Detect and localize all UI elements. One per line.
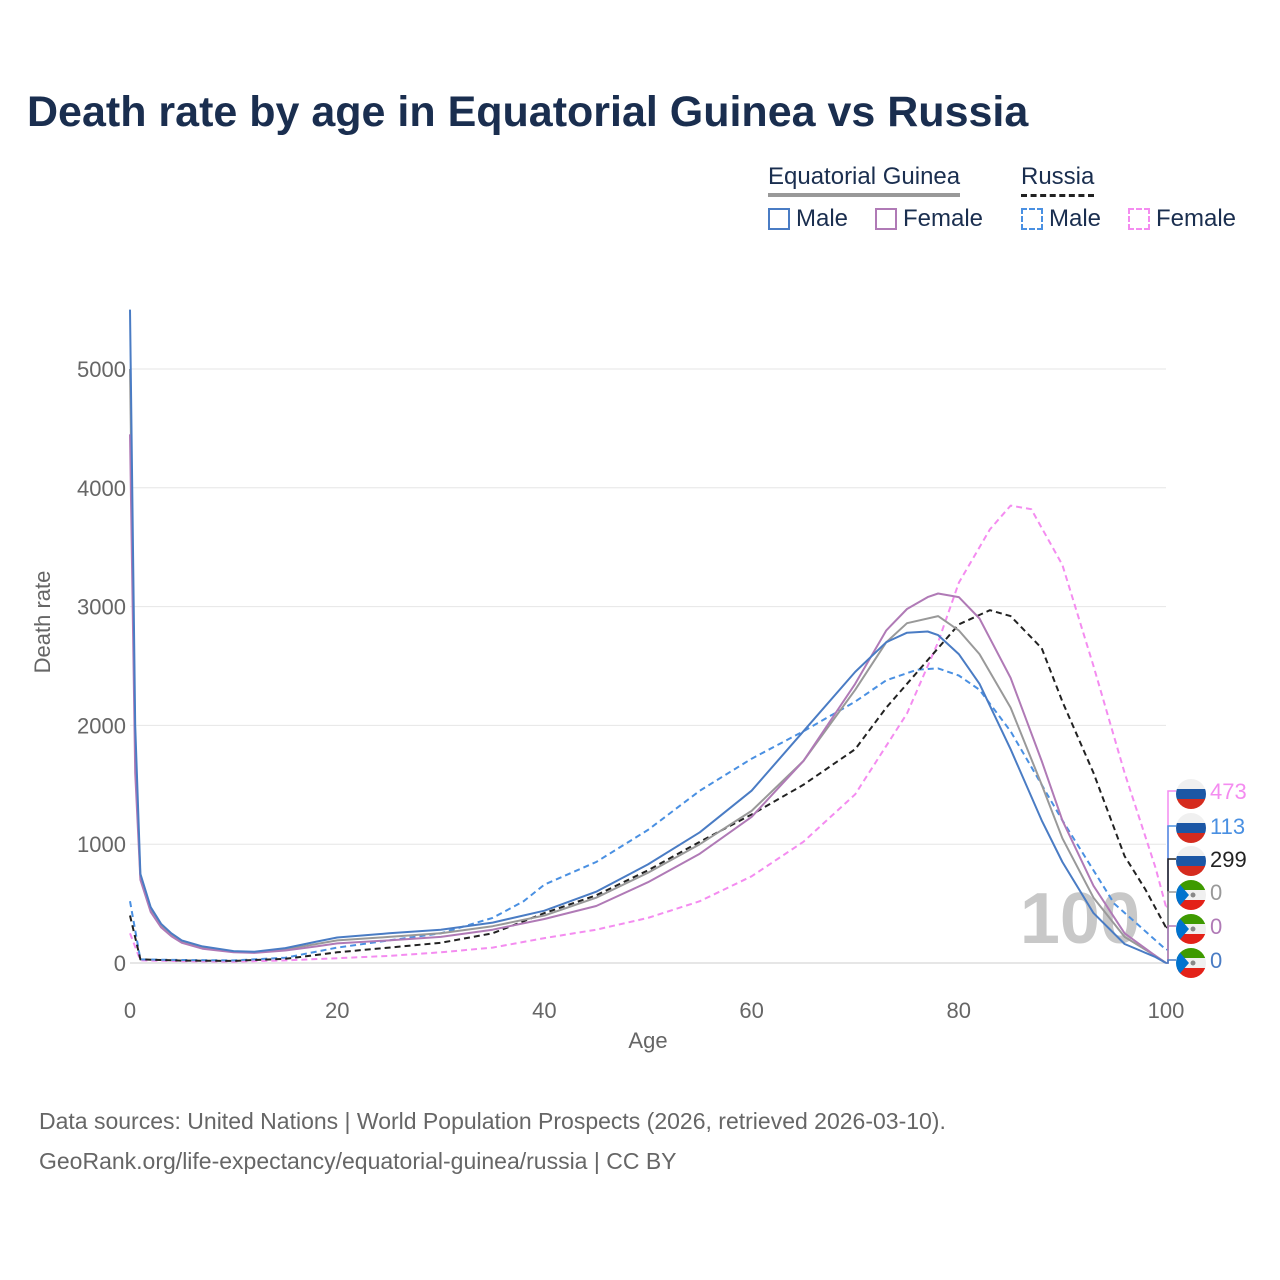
legend-group-line <box>768 193 961 197</box>
chart-title: Death rate by age in Equatorial Guinea v… <box>27 88 1029 136</box>
end-value-label: 0 <box>1210 880 1222 905</box>
x-tick-label: 20 <box>325 998 349 1023</box>
series-line-equatorial-guinea-male <box>129 309 1167 964</box>
y-tick-label: 3000 <box>77 595 126 620</box>
x-tick-label: 100 <box>1148 998 1185 1023</box>
source-line-1: Data sources: United Nations | World Pop… <box>39 1108 946 1134</box>
series-line-russia-female <box>129 504 1167 963</box>
legend-item-label: Female <box>1156 205 1237 232</box>
y-tick-label: 4000 <box>77 476 126 501</box>
legend-item-label: Female <box>903 205 984 232</box>
y-tick-label: 0 <box>114 951 126 976</box>
source-line-2: GeoRank.org/life-expectancy/equatorial-g… <box>39 1148 677 1174</box>
y-axis-label: Death rate <box>30 571 55 674</box>
series-line-equatorial-guinea-total <box>129 368 1167 964</box>
end-value-label: 299 <box>1210 847 1247 872</box>
end-value-label: 473 <box>1210 779 1247 804</box>
y-tick-label: 5000 <box>77 357 126 382</box>
russia-flag-icon <box>1176 846 1206 876</box>
legend-item-ru-male[interactable]: Male <box>1021 205 1101 233</box>
x-axis-label: Age <box>628 1028 667 1053</box>
legend-group-equatorial-guinea: Equatorial Guinea <box>768 163 961 197</box>
end-value-label: 113 <box>1210 814 1245 839</box>
russia-flag-icon <box>1176 779 1206 809</box>
russia-flag-icon <box>1176 813 1206 843</box>
legend-swatch <box>875 208 897 230</box>
end-label-connector <box>1166 925 1176 964</box>
legend-item-ru-female[interactable]: Female <box>1128 205 1236 233</box>
legend-item-eg-female[interactable]: Female <box>875 205 983 233</box>
legend-swatch <box>1021 208 1043 230</box>
series-line-russia-total <box>129 609 1167 962</box>
y-tick-label: 2000 <box>77 713 126 738</box>
legend-item-eg-male[interactable]: Male <box>768 205 848 233</box>
x-tick-label: 60 <box>739 998 763 1023</box>
end-value-label: 0 <box>1210 948 1222 973</box>
legend-group-russia: Russia <box>1021 163 1095 197</box>
y-tick-label: 1000 <box>77 832 126 857</box>
legend-group-line <box>1021 194 1095 197</box>
legend-item-label: Male <box>1049 205 1102 232</box>
end-value-label: 0 <box>1210 914 1222 939</box>
legend-item-label: Male <box>796 205 849 232</box>
series-line-russia-male <box>129 667 1167 962</box>
x-tick-label: 80 <box>947 998 971 1023</box>
legend-group-label: Equatorial Guinea <box>768 163 961 190</box>
legend-swatch <box>1128 208 1150 230</box>
end-label-connector <box>1166 959 1176 964</box>
series-line-equatorial-guinea-female <box>129 434 1167 964</box>
equatorial-guinea-flag-icon <box>1176 880 1206 910</box>
legend-group-label: Russia <box>1021 163 1095 190</box>
x-tick-label: 0 <box>124 998 136 1023</box>
legend-swatch <box>768 208 790 230</box>
equatorial-guinea-flag-icon <box>1176 914 1206 944</box>
equatorial-guinea-flag-icon <box>1176 948 1206 978</box>
x-tick-label: 40 <box>532 998 556 1023</box>
